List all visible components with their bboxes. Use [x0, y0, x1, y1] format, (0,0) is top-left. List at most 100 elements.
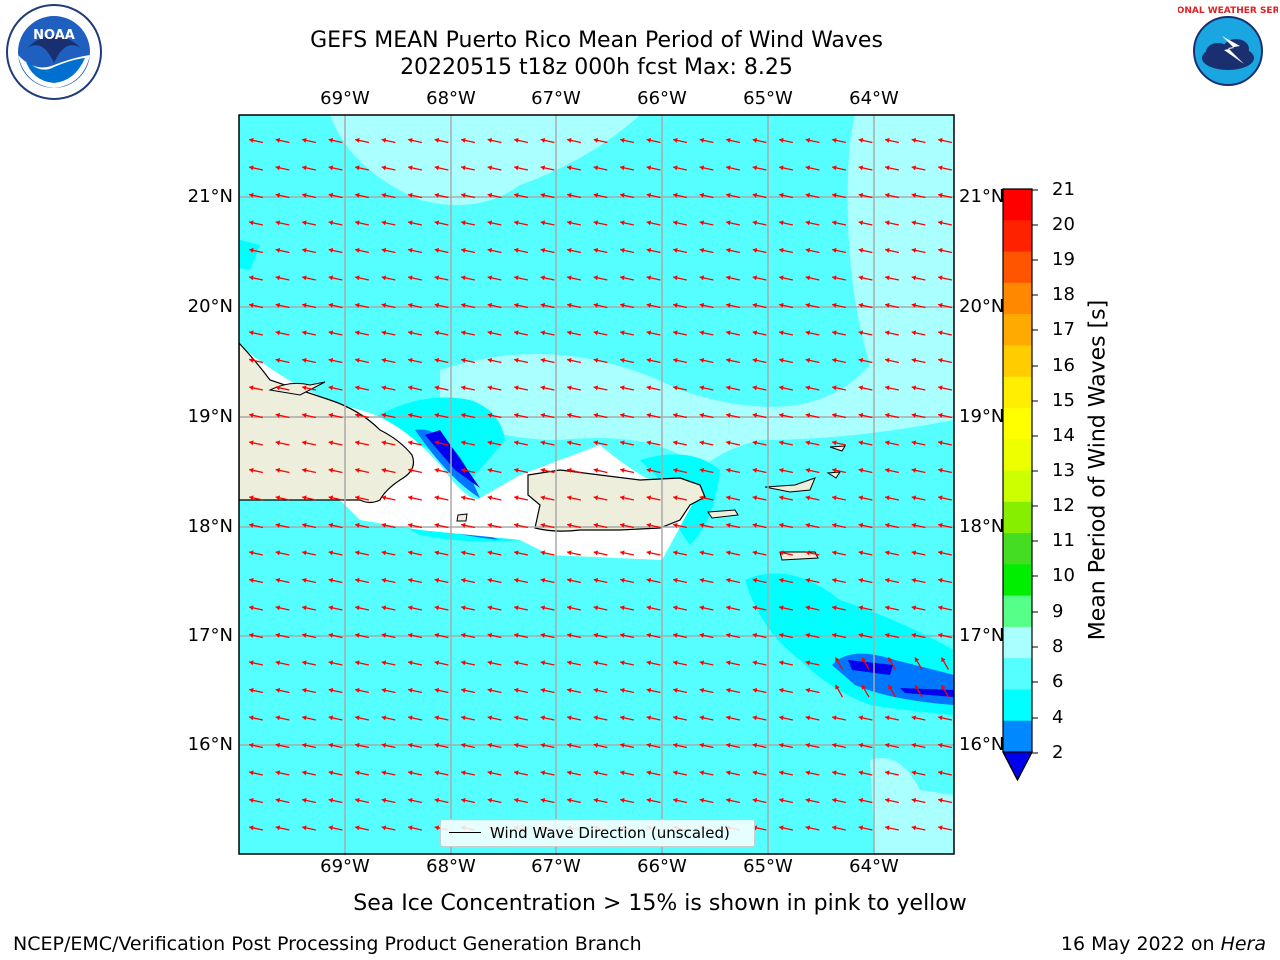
wind-wave-arrow	[434, 137, 449, 144]
wind-wave-arrow	[328, 632, 343, 639]
wind-wave-arrow	[275, 302, 290, 309]
wind-wave-arrow	[249, 632, 263, 639]
sea-ice-note: Sea Ice Concentration > 15% is shown in …	[353, 891, 967, 916]
wind-wave-arrow	[355, 742, 369, 749]
wind-wave-arrow	[381, 660, 396, 666]
wind-wave-arrow	[249, 275, 263, 281]
wind-wave-arrow	[832, 715, 846, 721]
wind-wave-arrow	[434, 467, 449, 474]
wind-wave-arrow	[911, 770, 926, 776]
wind-wave-arrow	[726, 467, 740, 474]
wind-wave-arrow	[620, 412, 634, 419]
wind-wave-arrow	[938, 440, 952, 446]
wind-wave-arrow	[540, 137, 555, 144]
wind-wave-arrow	[434, 330, 449, 336]
wind-wave-arrow	[911, 825, 926, 831]
wind-wave-arrow	[914, 657, 923, 670]
wind-wave-arrow	[646, 522, 661, 529]
wind-wave-arrow	[487, 495, 502, 501]
wind-wave-arrow	[249, 467, 263, 474]
wind-wave-arrow	[381, 715, 396, 721]
land-hispaniola	[239, 342, 415, 504]
wind-wave-arrow	[858, 467, 873, 474]
wind-wave-arrow	[673, 385, 687, 391]
wind-wave-arrow	[487, 330, 502, 336]
wind-wave-arrow	[938, 275, 952, 281]
wind-wave-arrow	[779, 742, 793, 749]
wind-wave-arrow	[620, 467, 634, 474]
map-legend: Wind Wave Direction (unscaled)	[440, 819, 755, 847]
wind-wave-arrow	[540, 797, 555, 804]
wind-wave-arrow	[673, 467, 687, 474]
wind-wave-arrow	[858, 797, 873, 804]
wind-wave-arrow	[885, 302, 899, 309]
wind-wave-arrow	[620, 192, 634, 199]
wind-wave-arrow	[861, 657, 870, 670]
wind-wave-arrow	[699, 357, 714, 364]
wind-wave-arrow	[249, 192, 263, 199]
wind-wave-arrow	[752, 385, 767, 391]
wind-wave-arrow	[805, 330, 820, 336]
wind-wave-arrow	[540, 742, 555, 749]
wind-wave-arrow	[938, 770, 952, 776]
wind-wave-arrow	[540, 247, 555, 254]
wind-wave-arrow	[381, 550, 396, 556]
wind-wave-arrow	[646, 605, 661, 611]
wind-wave-arrow	[461, 192, 475, 199]
wind-wave-arrow	[620, 440, 634, 446]
footer-branch: NCEP/EMC/Verification Post Processing Pr…	[13, 933, 642, 955]
wind-wave-arrow	[302, 522, 316, 529]
wind-wave-arrow	[461, 385, 475, 391]
wind-wave-arrow	[726, 357, 740, 364]
wind-wave-arrow	[302, 275, 316, 281]
wind-wave-arrow	[302, 632, 316, 639]
wind-wave-arrow	[832, 577, 846, 584]
wind-wave-arrow	[726, 330, 740, 336]
wind-wave-arrow	[699, 275, 714, 281]
wind-wave-arrow	[673, 687, 687, 694]
wind-wave-arrow	[699, 137, 714, 144]
wind-wave-arrow	[593, 632, 608, 639]
period-8-9-southeast	[870, 758, 954, 854]
wind-wave-arrow	[726, 247, 740, 254]
wind-wave-arrow	[832, 742, 846, 749]
wind-wave-arrow	[487, 550, 502, 556]
wind-wave-arrow	[646, 137, 661, 144]
wind-wave-arrow	[646, 715, 661, 721]
wind-wave-arrow	[858, 192, 873, 199]
wind-wave-arrow	[620, 385, 634, 391]
wind-wave-arrow	[858, 247, 873, 254]
wind-wave-arrow	[249, 742, 263, 749]
wind-wave-arrow	[752, 495, 767, 501]
wind-wave-arrow	[593, 385, 608, 391]
wind-wave-arrow	[620, 770, 634, 776]
wind-wave-arrow	[514, 137, 528, 144]
lon-label-top: 66°W	[637, 88, 687, 109]
wind-wave-arrow	[752, 440, 767, 446]
wind-wave-arrow	[858, 577, 873, 584]
wind-wave-arrow	[673, 412, 687, 419]
wind-wave-arrow	[249, 247, 263, 254]
wind-wave-arrow	[567, 165, 581, 171]
wind-wave-arrow	[434, 385, 449, 391]
wind-wave-arrow	[567, 742, 581, 749]
wind-wave-arrow	[620, 742, 634, 749]
wind-wave-arrow	[328, 220, 343, 226]
wind-wave-arrow	[885, 357, 899, 364]
wind-wave-arrow	[646, 742, 661, 749]
wind-wave-arrow	[355, 632, 369, 639]
wind-wave-arrow	[275, 797, 290, 804]
wind-wave-arrow	[726, 412, 740, 419]
wind-wave-arrow	[593, 660, 608, 666]
wind-wave-arrow	[726, 715, 740, 721]
wind-wave-arrow	[249, 825, 263, 831]
wind-wave-arrow	[887, 657, 897, 670]
wind-wave-arrow	[646, 330, 661, 336]
wind-wave-arrow	[620, 357, 634, 364]
wind-wave-arrow	[858, 495, 873, 501]
wind-wave-arrow	[381, 137, 396, 144]
wind-wave-arrow	[328, 357, 343, 364]
wind-wave-arrow	[593, 522, 608, 529]
wind-wave-arrow	[699, 687, 714, 694]
